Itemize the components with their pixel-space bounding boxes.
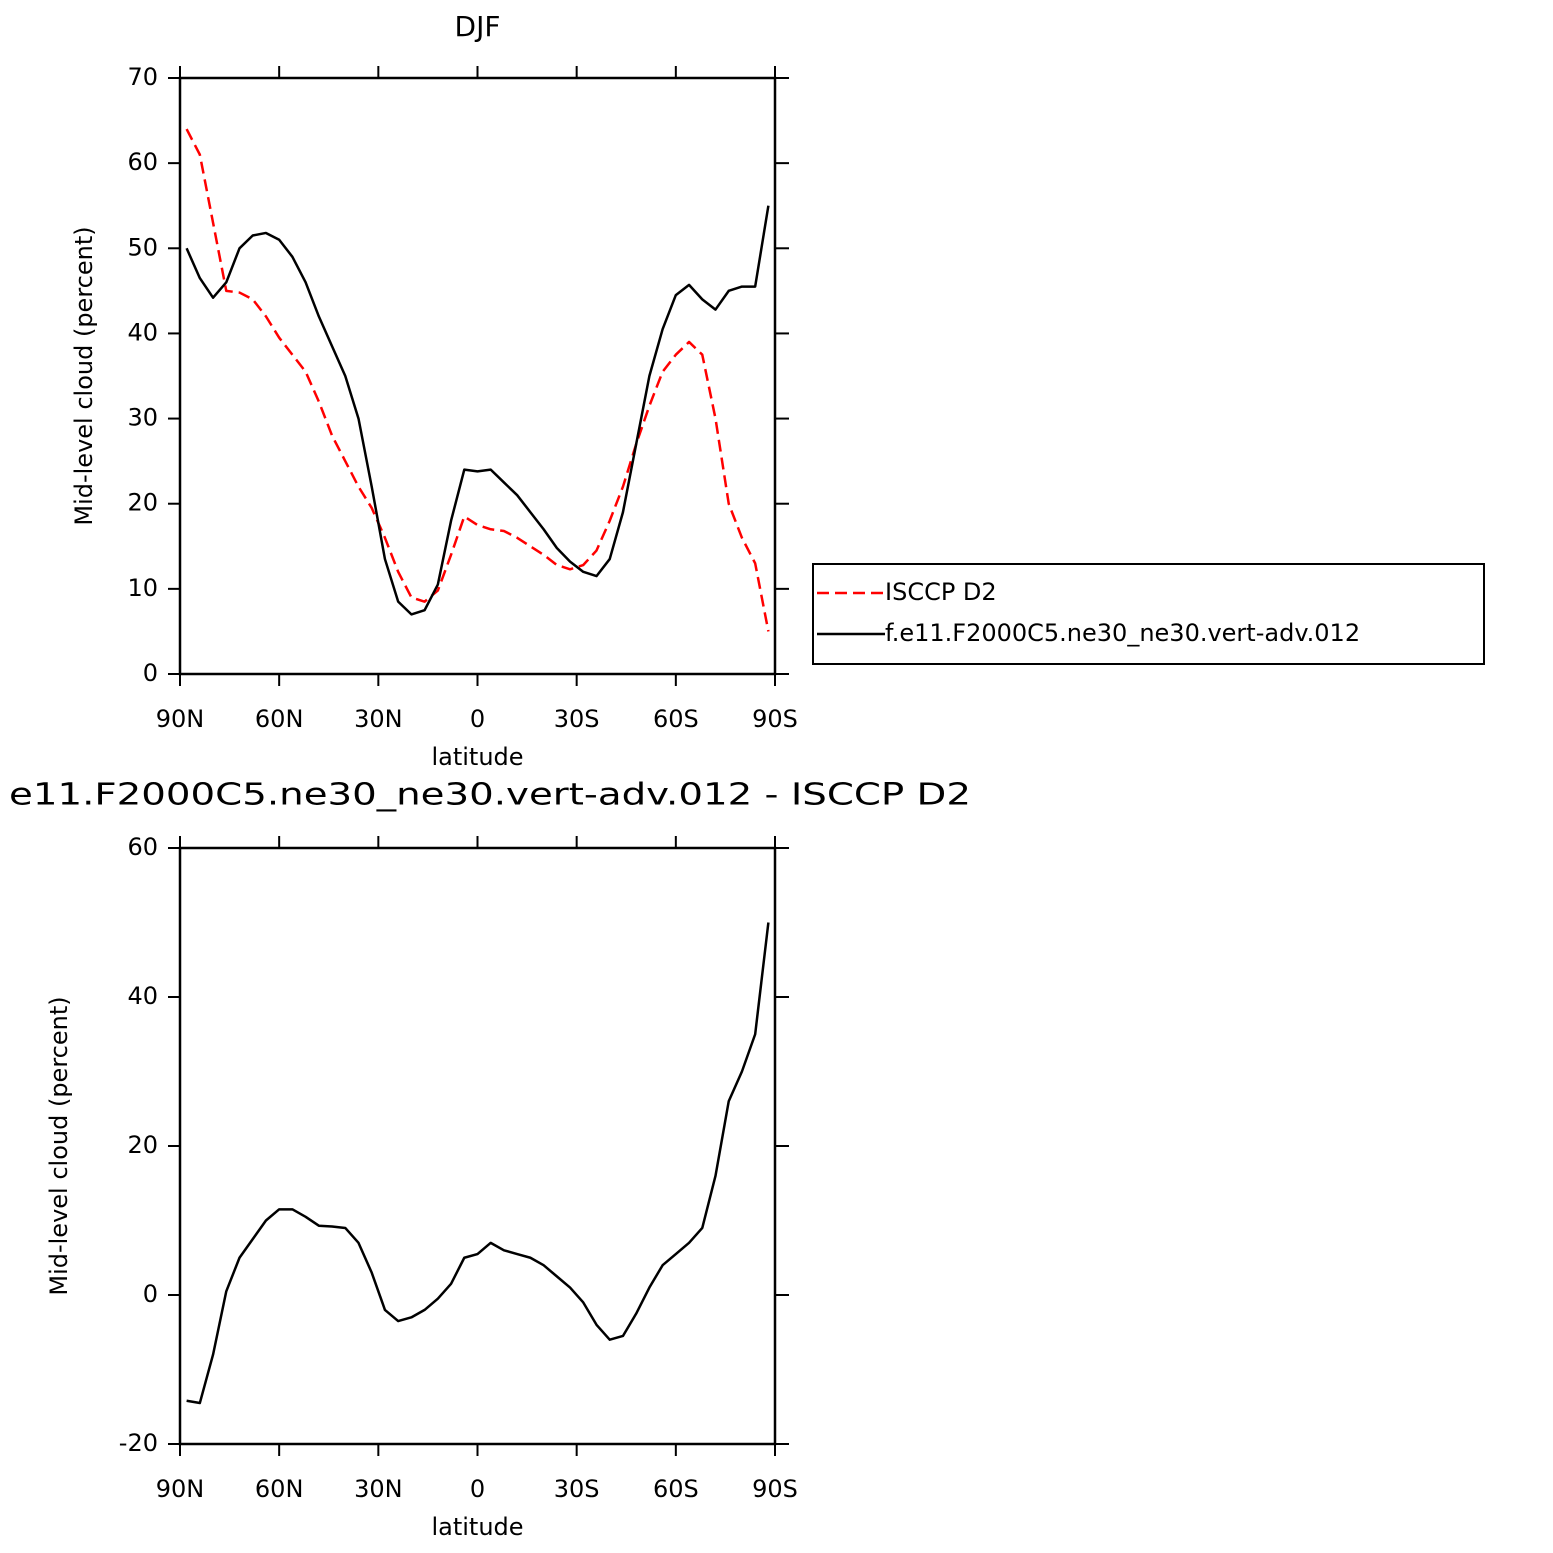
y-tick-label: 40	[127, 982, 158, 1010]
chart-title: DJF	[455, 10, 501, 43]
x-tick-label: 0	[470, 705, 485, 733]
y-axis-label: Mid-level cloud (percent)	[45, 996, 73, 1295]
x-tick-label: 60S	[653, 1475, 699, 1503]
chart-panel: DJF 0 10 20 30 40 50 60 70 90N 60N 30N 0 30S 60S 90S lat…	[70, 10, 1485, 771]
x-tick-label: 90N	[156, 705, 205, 733]
y-tick-label: 0	[143, 1280, 158, 1308]
legend-label: f.e11.F2000C5.ne30_ne30.vert-adv.012	[885, 619, 1360, 647]
y-tick-label: -20	[119, 1429, 158, 1457]
x-tick-label: 30N	[354, 1475, 403, 1503]
y-tick-label: 20	[127, 489, 158, 517]
plot-frame	[178, 76, 777, 676]
x-tick-label: 60N	[255, 1475, 304, 1503]
x-tick-label: 60N	[255, 705, 304, 733]
x-tick-label: 30S	[554, 705, 600, 733]
y-tick-label: 10	[127, 574, 158, 602]
chart-panel: e11.F2000C5.ne30_ne30.vert-adv.012 - ISC…	[9, 778, 971, 1542]
y-tick-label: 70	[127, 63, 158, 91]
plot-frame	[178, 846, 777, 1446]
legend-label: ISCCP D2	[885, 578, 997, 606]
y-tick-label: 50	[127, 233, 158, 261]
y-tick-label: 60	[127, 148, 158, 176]
chart-title: e11.F2000C5.ne30_ne30.vert-adv.012 - ISC…	[9, 778, 971, 813]
data-line	[185, 128, 770, 632]
x-tick-label: 60S	[653, 705, 699, 733]
data-line	[185, 205, 770, 616]
x-axis-label: latitude	[431, 1513, 523, 1541]
y-tick-label: 30	[127, 404, 158, 432]
y-tick-label: 0	[143, 659, 158, 687]
x-tick-label: 0	[470, 1475, 485, 1503]
x-tick-label: 90S	[752, 1475, 798, 1503]
y-axis-label: Mid-level cloud (percent)	[70, 226, 98, 525]
y-tick-label: 20	[127, 1131, 158, 1159]
y-tick-label: 60	[127, 833, 158, 861]
x-tick-label: 30S	[554, 1475, 600, 1503]
legend: ISCCP D2 f.e11.F2000C5.ne30_ne30.vert-adv…	[812, 563, 1485, 665]
y-tick-label: 40	[127, 318, 158, 346]
x-axis-label: latitude	[431, 743, 523, 771]
x-tick-label: 30N	[354, 705, 403, 733]
legend-box	[812, 563, 1485, 665]
data-line	[186, 922, 770, 1405]
x-tick-label: 90N	[156, 1475, 205, 1503]
x-tick-label: 90S	[752, 705, 798, 733]
